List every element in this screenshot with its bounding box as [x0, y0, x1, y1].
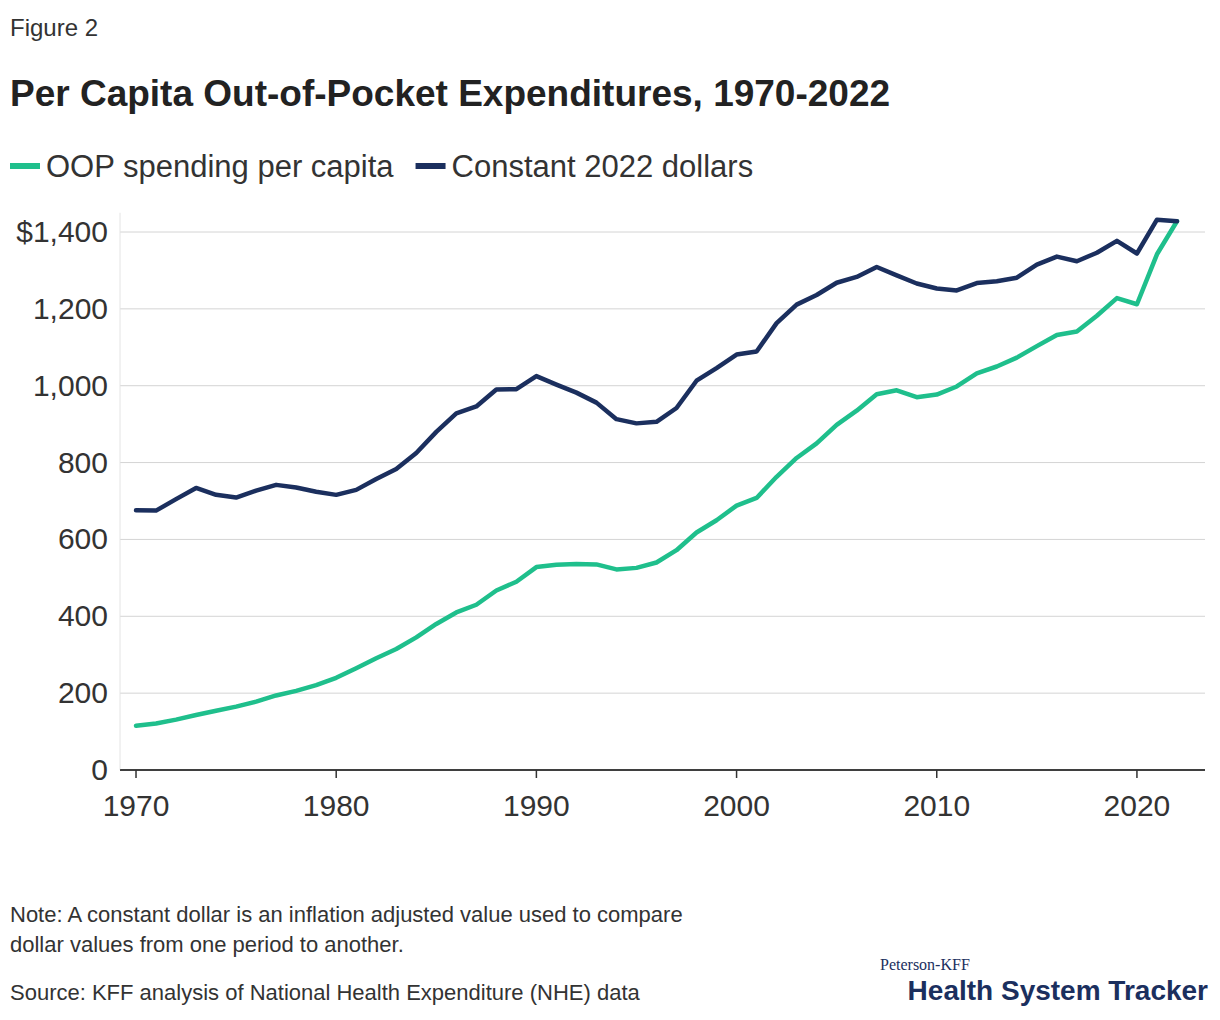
y-tick-label: $1,400	[16, 215, 108, 248]
grid-line	[120, 385, 1205, 386]
grid-line	[120, 616, 1205, 617]
x-tick	[536, 770, 538, 778]
y-axis: 0 200 400 600 800 1,000 1,200 $1,400	[16, 213, 1205, 786]
note: Note: A constant dollar is an inflation …	[10, 902, 683, 927]
source: Source: KFF analysis of National Health …	[10, 980, 641, 1005]
title: Per Capita Out-of-Pocket Expenditures, 1…	[10, 73, 890, 114]
series-line	[136, 221, 1177, 726]
y-tick-label: 1,000	[33, 369, 108, 402]
brand-large: Health System Tracker	[908, 975, 1208, 1006]
x-tick	[1136, 770, 1138, 778]
x-tick-label: 1970	[103, 789, 170, 822]
y-axis-line	[120, 213, 121, 770]
x-tick	[736, 770, 738, 778]
y-tick-label: 1,200	[33, 292, 108, 325]
note: dollar values from one period to another…	[10, 932, 404, 957]
x-tick-label: 2000	[703, 789, 770, 822]
legend-swatch	[416, 163, 446, 169]
y-tick-label: 0	[91, 753, 108, 786]
grid-line	[120, 539, 1205, 540]
legend-swatch	[10, 163, 40, 169]
series-line	[136, 220, 1177, 511]
x-tick	[135, 770, 137, 778]
y-tick-label: 600	[58, 522, 108, 555]
y-tick-label: 400	[58, 599, 108, 632]
x-tick-label: 2010	[903, 789, 970, 822]
legend-label: Constant 2022 dollars	[452, 149, 754, 184]
brand-small: Peterson-KFF	[880, 956, 970, 973]
legend: OOP spending per capita Constant 2022 dol…	[10, 149, 753, 184]
x-axis: 1970 1980 1990 2000 2010 2020	[103, 770, 1171, 822]
x-axis-line	[120, 769, 1205, 771]
chart: Figure 2 Per Capita Out-of-Pocket Expendi…	[0, 0, 1220, 1020]
x-tick-label: 2020	[1104, 789, 1171, 822]
y-tick-label: 200	[58, 676, 108, 709]
x-tick	[335, 770, 337, 778]
y-tick-label: 800	[58, 446, 108, 479]
figure-label: Figure 2	[10, 14, 98, 41]
plot-area	[136, 220, 1177, 726]
grid-line	[120, 232, 1205, 233]
x-tick-label: 1990	[503, 789, 570, 822]
legend-label: OOP spending per capita	[46, 149, 394, 184]
grid-line	[120, 462, 1205, 463]
grid-line	[120, 769, 1205, 771]
grid-line	[120, 308, 1205, 309]
x-tick	[936, 770, 938, 778]
x-tick-label: 1980	[303, 789, 370, 822]
